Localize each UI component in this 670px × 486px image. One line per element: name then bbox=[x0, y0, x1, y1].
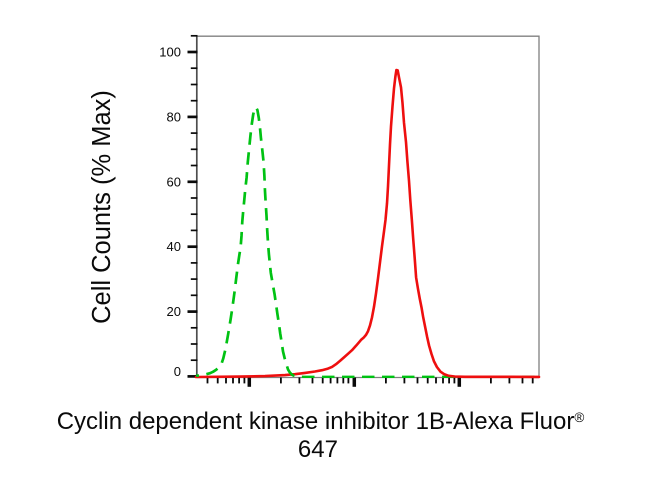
svg-text:Cell Counts (% Max): Cell Counts (% Max) bbox=[88, 90, 116, 324]
svg-text:80: 80 bbox=[167, 109, 181, 124]
svg-text:60: 60 bbox=[167, 174, 181, 189]
svg-text:0: 0 bbox=[174, 364, 181, 379]
svg-text:40: 40 bbox=[167, 239, 181, 254]
svg-text:100: 100 bbox=[159, 45, 181, 60]
svg-text:Cyclin dependent kinase inhibi: Cyclin dependent kinase inhibitor 1B-Ale… bbox=[57, 408, 585, 435]
svg-text:647: 647 bbox=[298, 436, 338, 463]
svg-text:20: 20 bbox=[167, 304, 181, 319]
